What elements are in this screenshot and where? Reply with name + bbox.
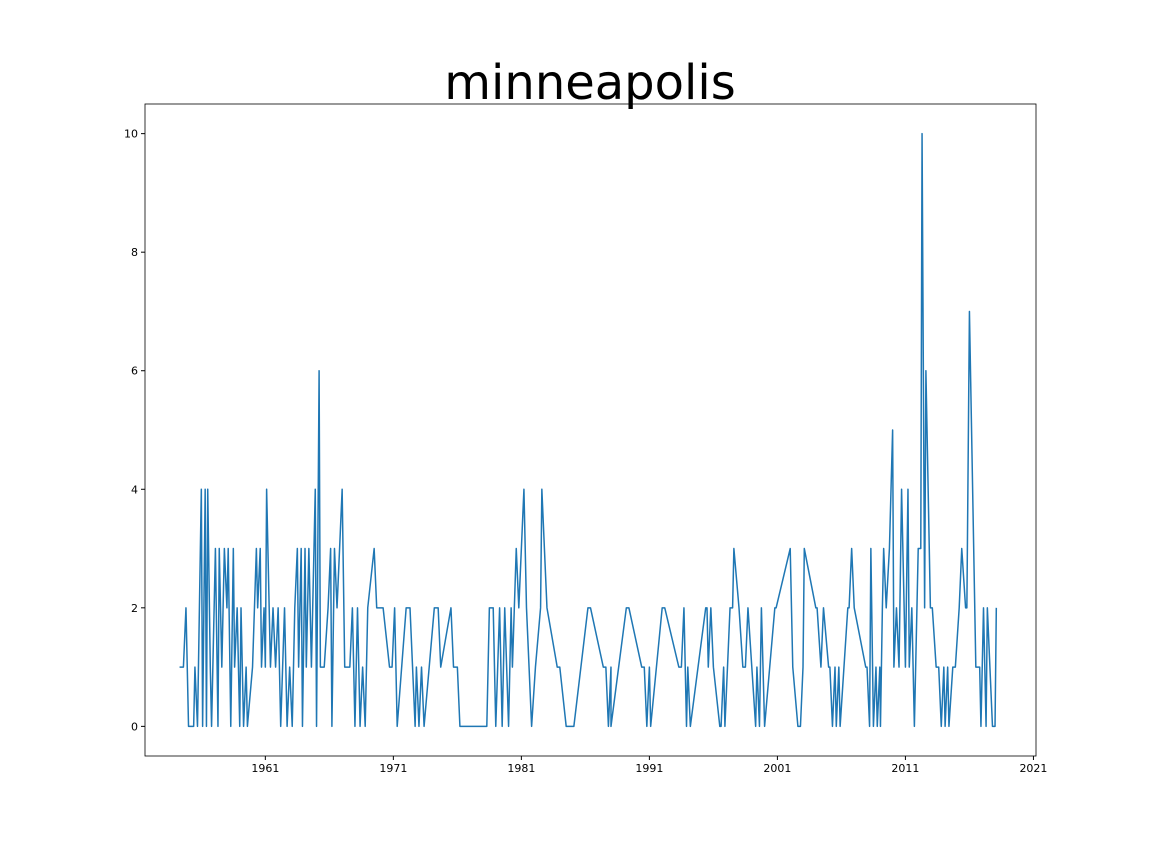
y-tick-label: 10 (124, 128, 138, 141)
x-tick-label: 1981 (507, 762, 535, 775)
x-tick-label: 1961 (251, 762, 279, 775)
x-tick-label: 2011 (891, 762, 919, 775)
data-line (179, 132, 998, 728)
y-tick-label: 0 (131, 720, 138, 733)
y-tick-label: 6 (131, 365, 138, 378)
y-tick-label: 8 (131, 246, 138, 259)
x-tick-label: 1991 (635, 762, 663, 775)
x-tick-label: 2021 (1019, 762, 1047, 775)
x-tick-label: 1971 (379, 762, 407, 775)
y-tick-label: 4 (131, 483, 138, 496)
chart-title: minneapolis (444, 55, 735, 111)
y-tick-label: 2 (131, 602, 138, 615)
x-tick-label: 2001 (763, 762, 791, 775)
plot-frame (144, 103, 1037, 757)
